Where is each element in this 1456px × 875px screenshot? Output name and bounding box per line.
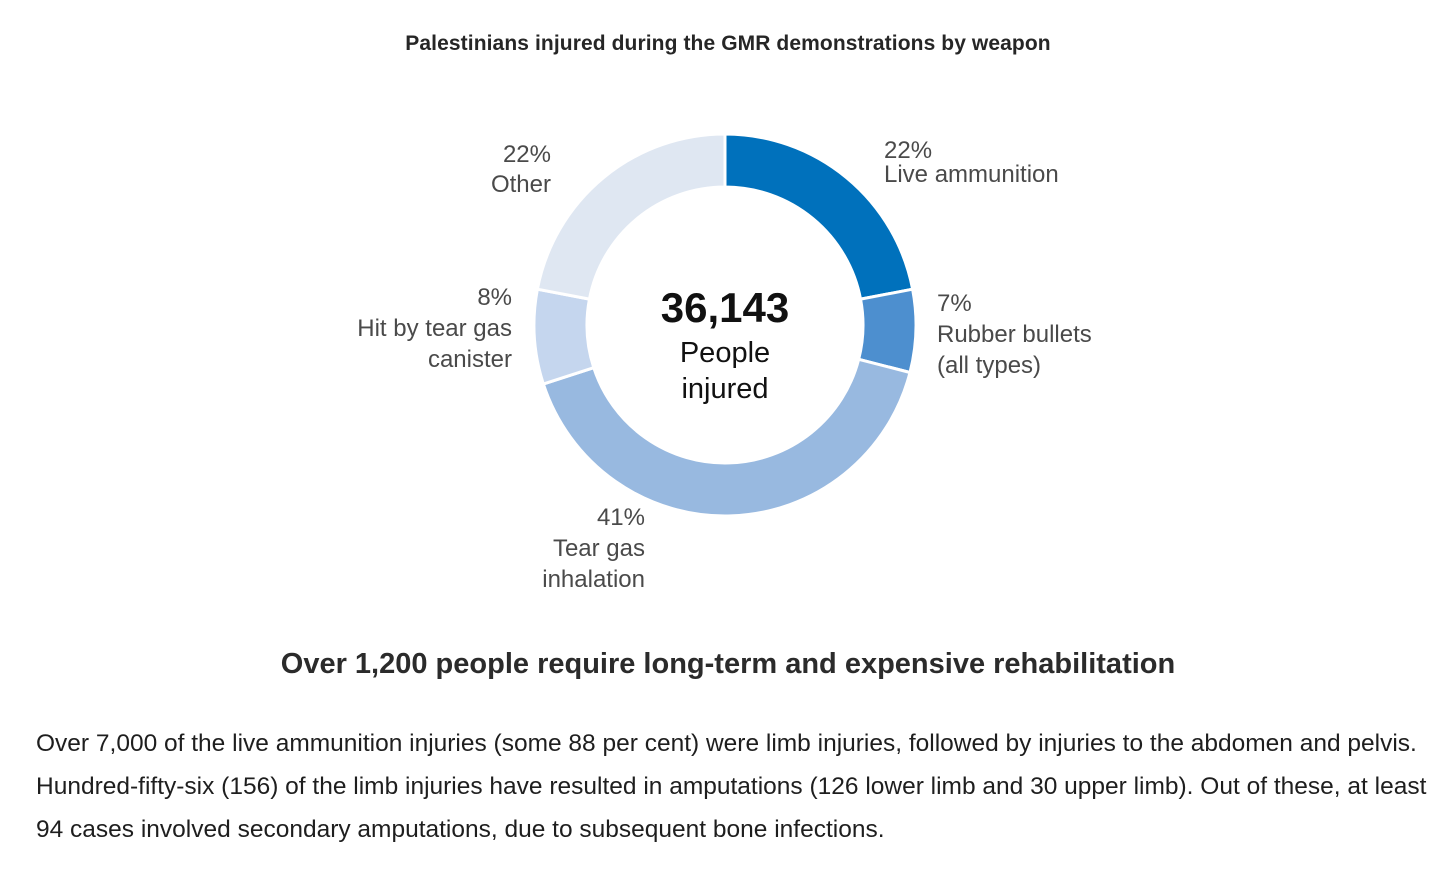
slice-category-label: Hit by tear gas xyxy=(357,315,512,342)
slice-category-label: Other xyxy=(491,171,551,198)
slice-category-label: inhalation xyxy=(542,566,645,593)
donut-slices xyxy=(532,132,918,518)
slice-category-label: Rubber bullets xyxy=(937,321,1092,348)
center-label-line1: People xyxy=(680,337,770,369)
center-label-line2: injured xyxy=(681,373,768,405)
slice-category-label: Tear gas xyxy=(553,535,645,562)
donut-slice-4 xyxy=(535,132,727,301)
slice-percent-label: 22% xyxy=(503,141,551,168)
slice-category-label: (all types) xyxy=(937,352,1041,379)
slice-category-label: Live ammunition xyxy=(884,161,1059,188)
chart-title: Palestinians injured during the GMR demo… xyxy=(405,32,1051,55)
slice-percent-label: 22% xyxy=(884,137,932,164)
section-heading: Over 1,200 people require long-term and … xyxy=(280,648,1176,680)
slice-percent-label: 8% xyxy=(477,284,512,311)
body-paragraph: Over 7,000 of the live ammunition injuri… xyxy=(36,730,1427,843)
slice-percent-label: 7% xyxy=(937,290,972,317)
slice-percent-label: 41% xyxy=(597,504,645,531)
donut-slice-2 xyxy=(541,357,912,518)
slice-category-label: canister xyxy=(428,346,512,373)
donut-slice-3 xyxy=(532,287,596,386)
center-total-number: 36,143 xyxy=(661,284,789,331)
